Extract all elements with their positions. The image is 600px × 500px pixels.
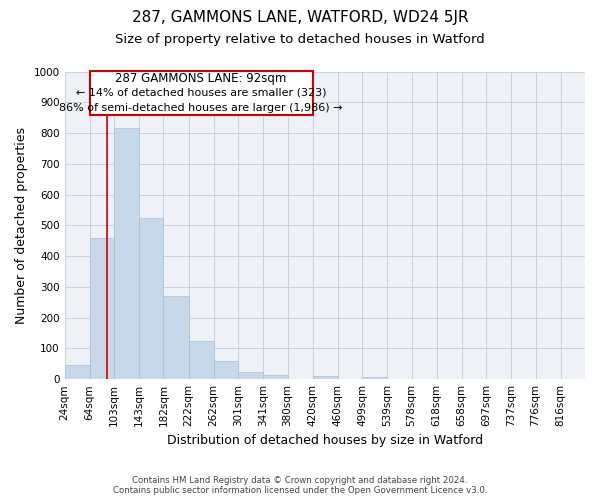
Bar: [114, 128, 139, 379]
Bar: [139, 218, 163, 379]
Bar: [263, 374, 287, 379]
Bar: [65, 366, 89, 379]
Bar: [214, 362, 238, 379]
Text: 86% of semi-detached houses are larger (1,986) →: 86% of semi-detached houses are larger (…: [59, 103, 343, 113]
Bar: [238, 372, 263, 379]
FancyBboxPatch shape: [89, 70, 313, 115]
Bar: [313, 376, 338, 379]
Bar: [163, 296, 188, 379]
Bar: [362, 376, 387, 379]
Text: Size of property relative to detached houses in Watford: Size of property relative to detached ho…: [115, 32, 485, 46]
Y-axis label: Number of detached properties: Number of detached properties: [15, 127, 28, 324]
Text: 287 GAMMONS LANE: 92sqm: 287 GAMMONS LANE: 92sqm: [115, 72, 287, 85]
Bar: [89, 238, 114, 379]
Text: Contains HM Land Registry data © Crown copyright and database right 2024.
Contai: Contains HM Land Registry data © Crown c…: [113, 476, 487, 495]
Text: 287, GAMMONS LANE, WATFORD, WD24 5JR: 287, GAMMONS LANE, WATFORD, WD24 5JR: [131, 10, 469, 25]
Text: ← 14% of detached houses are smaller (323): ← 14% of detached houses are smaller (32…: [76, 88, 326, 98]
Bar: [188, 340, 214, 379]
X-axis label: Distribution of detached houses by size in Watford: Distribution of detached houses by size …: [167, 434, 483, 448]
